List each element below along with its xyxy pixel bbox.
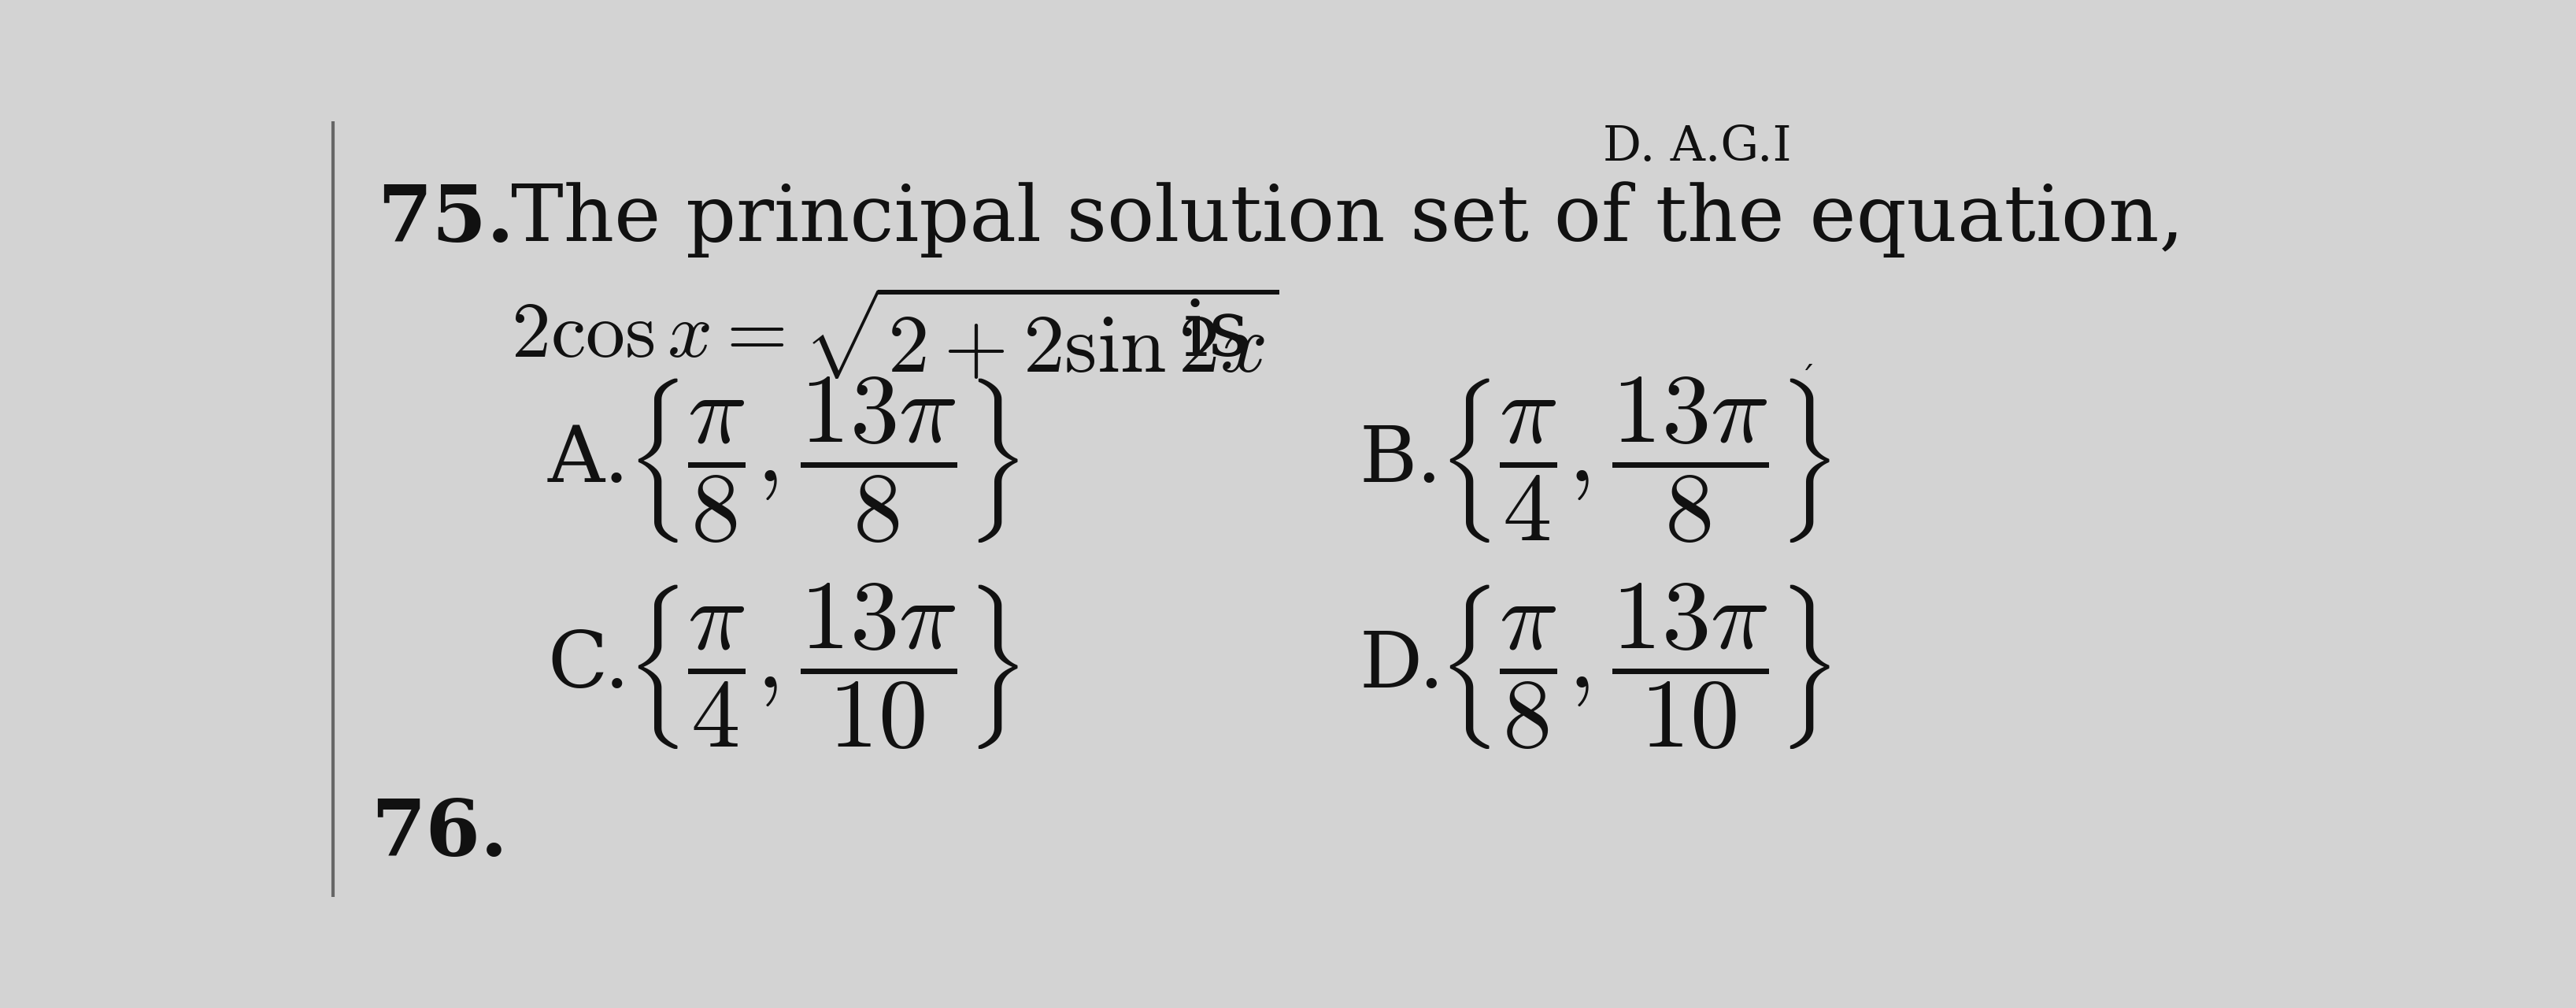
Text: $\left\{\dfrac{\pi}{4},\dfrac{13\pi}{10}\right\}$: $\left\{\dfrac{\pi}{4},\dfrac{13\pi}{10}… xyxy=(626,582,1020,751)
Text: 76.: 76. xyxy=(371,796,507,873)
Text: $\left\{\dfrac{\pi}{4},\dfrac{13\pi}{8}\right\}$: $\left\{\dfrac{\pi}{4},\dfrac{13\pi}{8}\… xyxy=(1437,376,1832,545)
Text: The principal solution set of the equation,: The principal solution set of the equati… xyxy=(510,181,2184,258)
Text: ˊ: ˊ xyxy=(1798,365,1816,398)
Text: $\left\{\dfrac{\pi}{8},\dfrac{13\pi}{8}\right\}$: $\left\{\dfrac{\pi}{8},\dfrac{13\pi}{8}\… xyxy=(626,376,1020,545)
Text: C.: C. xyxy=(549,629,631,705)
Text: D. A.G.I: D. A.G.I xyxy=(1602,124,1793,171)
Text: $\left\{\dfrac{\pi}{8},\dfrac{13\pi}{10}\right\}$: $\left\{\dfrac{\pi}{8},\dfrac{13\pi}{10}… xyxy=(1437,582,1832,751)
Text: 75.: 75. xyxy=(376,181,513,258)
Text: is: is xyxy=(1157,296,1249,372)
Text: $\sqrt{2+2\sin 2x}$: $\sqrt{2+2\sin 2x}$ xyxy=(804,292,1280,389)
Text: A.: A. xyxy=(549,422,629,498)
Text: $2\cos x=$: $2\cos x=$ xyxy=(510,296,786,373)
Text: B.: B. xyxy=(1360,422,1443,498)
Text: D.: D. xyxy=(1360,629,1445,705)
